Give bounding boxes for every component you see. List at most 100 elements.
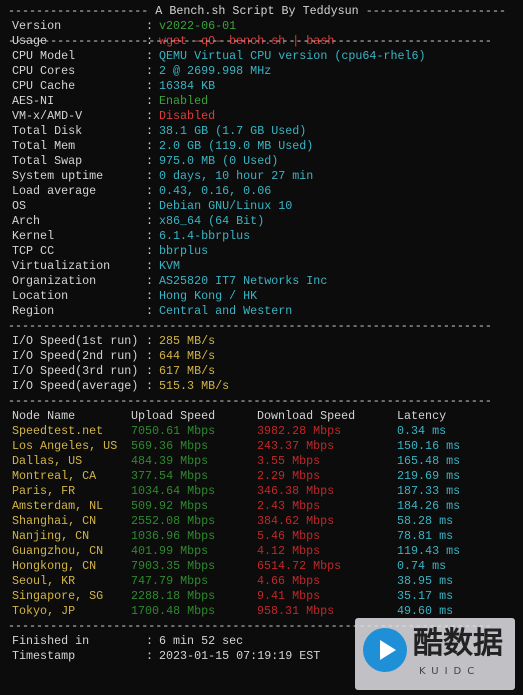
- value: 975.0 MB (0 Used): [159, 154, 279, 168]
- colon: :: [146, 229, 154, 243]
- header-line: -------------------- A Bench.sh Script B…: [8, 4, 506, 18]
- label: Total Swap: [12, 154, 83, 168]
- cell: 2288.18 Mbps: [131, 589, 216, 603]
- label: Usage: [12, 34, 48, 48]
- label: VM-x/AMD-V: [12, 109, 83, 123]
- value: AS25820 IT7 Networks Inc: [159, 274, 328, 288]
- label: Location: [12, 289, 69, 303]
- cell: 38.95 ms: [397, 574, 454, 588]
- label: I/O Speed(2nd run): [12, 349, 139, 363]
- label: Total Disk: [12, 124, 83, 138]
- value: 515.3 MB/s: [159, 379, 230, 393]
- colon: :: [146, 184, 154, 198]
- cell: 219.69 ms: [397, 469, 461, 483]
- colon: :: [146, 649, 154, 663]
- cell: 7050.61 Mbps: [131, 424, 216, 438]
- value: QEMU Virtual CPU version (cpu64-rhel6): [159, 49, 426, 63]
- cell: Los Angeles, US: [12, 439, 118, 453]
- label: AES-NI: [12, 94, 55, 108]
- cell: 187.33 ms: [397, 484, 461, 498]
- cell: 58.28 ms: [397, 514, 454, 528]
- cell: Paris, FR: [12, 484, 76, 498]
- label: Version: [12, 19, 62, 33]
- cell: Dallas, US: [12, 454, 83, 468]
- cell: 243.37 Mbps: [257, 439, 335, 453]
- value: 617 MB/s: [159, 364, 216, 378]
- colon: :: [146, 19, 154, 33]
- colon: :: [146, 154, 154, 168]
- cell: 747.79 Mbps: [131, 574, 209, 588]
- cell: 0.74 ms: [397, 559, 447, 573]
- value: KVM: [159, 259, 181, 273]
- value: 6 min 52 sec: [159, 634, 244, 648]
- cell: 2552.08 Mbps: [131, 514, 216, 528]
- watermark-brand: 酷数据: [413, 626, 503, 661]
- colon: :: [146, 94, 154, 108]
- cell: 1034.64 Mbps: [131, 484, 216, 498]
- cell: 3.55 Mbps: [257, 454, 321, 468]
- cell: 384.62 Mbps: [257, 514, 335, 528]
- label: Load average: [12, 184, 97, 198]
- value: 0.43, 0.16, 0.06: [159, 184, 272, 198]
- colon: :: [146, 169, 154, 183]
- colon: :: [146, 274, 154, 288]
- cell: 1700.48 Mbps: [131, 604, 216, 618]
- colon: :: [146, 289, 154, 303]
- cell: Singapore, SG: [12, 589, 104, 603]
- value: x86_64 (64 Bit): [159, 214, 265, 228]
- cell: 509.92 Mbps: [131, 499, 209, 513]
- cell: 2.29 Mbps: [257, 469, 321, 483]
- value: Hong Kong / HK: [159, 289, 258, 303]
- label: System uptime: [12, 169, 104, 183]
- label: Region: [12, 304, 55, 318]
- value: Debian GNU/Linux 10: [159, 199, 293, 213]
- cell: 35.17 ms: [397, 589, 454, 603]
- colon: :: [146, 364, 154, 378]
- cell: Shanghai, CN: [12, 514, 97, 528]
- label: I/O Speed(1st run): [12, 334, 139, 348]
- cell: Montreal, CA: [12, 469, 97, 483]
- label: I/O Speed(3rd run): [12, 364, 139, 378]
- cell: 5.46 Mbps: [257, 529, 321, 543]
- column-header: Latency: [397, 409, 447, 423]
- value: wget -qO- bench.sh | bash: [159, 34, 335, 48]
- value: 644 MB/s: [159, 349, 216, 363]
- value: 2 @ 2699.998 MHz: [159, 64, 272, 78]
- colon: :: [146, 109, 154, 123]
- cell: Guangzhou, CN: [12, 544, 104, 558]
- colon: :: [146, 259, 154, 273]
- watermark-sub: KUIDC: [419, 666, 481, 677]
- colon: :: [146, 214, 154, 228]
- cell: 484.39 Mbps: [131, 454, 209, 468]
- label: OS: [12, 199, 27, 213]
- value: Central and Western: [159, 304, 293, 318]
- cell: 165.48 ms: [397, 454, 461, 468]
- label: Arch: [12, 214, 41, 228]
- cell: 401.99 Mbps: [131, 544, 209, 558]
- colon: :: [146, 349, 154, 363]
- cell: 4.66 Mbps: [257, 574, 321, 588]
- value: v2022-06-01: [159, 19, 237, 33]
- separator: ----------------------------------------…: [8, 34, 492, 48]
- cell: 377.54 Mbps: [131, 469, 209, 483]
- value: 2023-01-15 07:19:19 EST: [159, 649, 321, 663]
- label: Total Mem: [12, 139, 76, 153]
- label: CPU Cores: [12, 64, 76, 78]
- label: Organization: [12, 274, 97, 288]
- label: I/O Speed(average): [12, 379, 139, 393]
- label: TCP CC: [12, 244, 55, 258]
- column-header: Node Name: [12, 409, 76, 423]
- label: Virtualization: [12, 259, 111, 273]
- value: 2.0 GB (119.0 MB Used): [159, 139, 314, 153]
- value: 6.1.4-bbrplus: [159, 229, 251, 243]
- colon: :: [146, 124, 154, 138]
- colon: :: [146, 634, 154, 648]
- cell: 1036.96 Mbps: [131, 529, 216, 543]
- label: Finished in: [12, 634, 90, 648]
- value: 38.1 GB (1.7 GB Used): [159, 124, 307, 138]
- watermark: 酷数据 KUIDC: [355, 618, 515, 690]
- cell: 2.43 Mbps: [257, 499, 321, 513]
- column-header: Download Speed: [257, 409, 356, 423]
